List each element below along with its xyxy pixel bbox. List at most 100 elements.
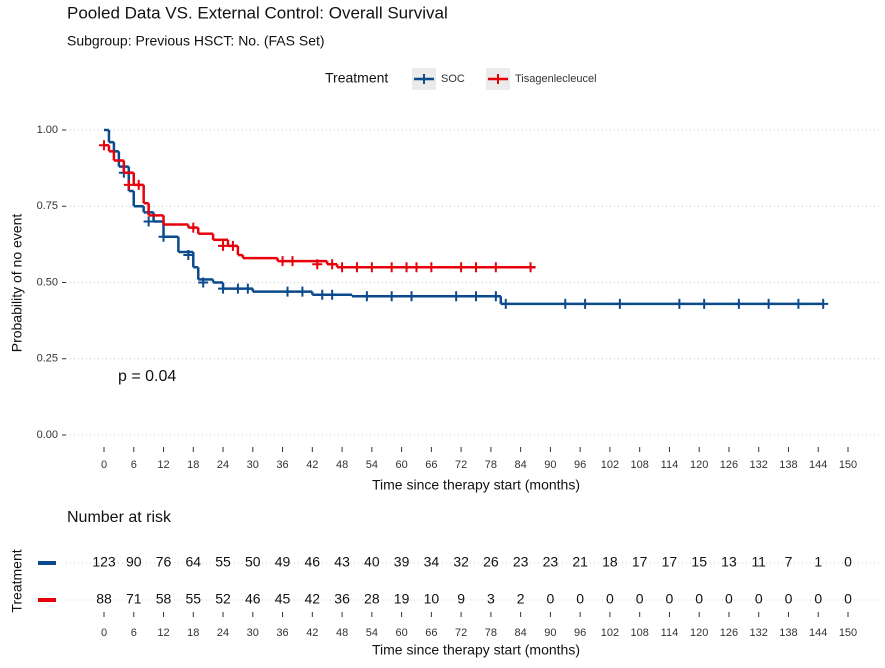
risk-count: 71 — [126, 591, 142, 607]
x-tick-label: 138 — [779, 459, 797, 471]
risk-x-tick-label: 150 — [839, 627, 857, 639]
x-tick-label: 48 — [336, 459, 348, 471]
x-tick-label: 150 — [839, 459, 857, 471]
censor-mark — [386, 291, 397, 302]
censor-mark — [143, 216, 154, 227]
y-tick-label: 0.25 — [37, 353, 58, 365]
risk-count: 46 — [305, 554, 321, 570]
risk-x-tick-label: 138 — [779, 627, 797, 639]
risk-count: 0 — [695, 591, 703, 607]
risk-count: 15 — [691, 554, 707, 570]
censor-mark — [242, 283, 253, 294]
censor-mark — [123, 179, 134, 190]
risk-count: 58 — [156, 591, 172, 607]
censor-mark — [733, 298, 744, 309]
risk-count: 50 — [245, 554, 261, 570]
risk-count: 123 — [92, 554, 116, 570]
x-tick-label: 54 — [366, 459, 378, 471]
x-tick-label: 114 — [661, 459, 679, 471]
risk-count: 40 — [364, 554, 380, 570]
risk-x-tick-label: 12 — [157, 627, 169, 639]
censor-mark — [351, 262, 362, 273]
censor-mark — [490, 262, 501, 273]
risk-count: 13 — [721, 554, 737, 570]
risk-x-tick-label: 132 — [750, 627, 768, 639]
censor-mark — [188, 222, 199, 233]
x-tick-label: 24 — [217, 459, 229, 471]
x-tick-label: 6 — [131, 459, 137, 471]
censor-mark — [218, 240, 229, 251]
x-tick-label: 144 — [809, 459, 827, 471]
legend-title: Treatment — [325, 70, 388, 86]
risk-count: 11 — [751, 554, 766, 570]
risk-count: 55 — [215, 554, 231, 570]
risk-x-tick-label: 78 — [485, 627, 497, 639]
risk-count: 0 — [755, 591, 763, 607]
x-tick-label: 84 — [515, 459, 527, 471]
risk-count: 1 — [814, 554, 822, 570]
x-tick-label: 120 — [690, 459, 708, 471]
censor-mark — [312, 259, 323, 270]
censor-mark — [227, 240, 238, 251]
risk-x-tick-label: 114 — [661, 627, 679, 639]
chart-subtitle: Subgroup: Previous HSCT: No. (FAS Set) — [67, 33, 325, 49]
censor-mark — [183, 250, 194, 261]
x-tick-label: 66 — [425, 459, 437, 471]
risk-x-tick-label: 120 — [690, 627, 708, 639]
x-tick-label: 108 — [631, 459, 649, 471]
censor-mark — [411, 262, 422, 273]
censor-mark — [674, 298, 685, 309]
risk-count: 0 — [844, 591, 852, 607]
risk-x-tick-label: 96 — [574, 627, 586, 639]
censor-mark — [386, 262, 397, 273]
censor-mark — [490, 291, 501, 302]
risk-x-tick-label: 72 — [455, 627, 467, 639]
risk-count: 7 — [785, 554, 793, 570]
censor-mark — [99, 140, 109, 151]
risk-count: 3 — [487, 591, 495, 607]
y-tick-label: 0.75 — [37, 200, 58, 212]
risk-count: 43 — [334, 554, 350, 570]
x-tick-label: 102 — [601, 459, 619, 471]
censor-mark — [158, 231, 169, 242]
risk-count: 26 — [483, 554, 499, 570]
censor-mark — [366, 262, 377, 273]
risk-x-tick-label: 108 — [631, 627, 649, 639]
risk-count: 36 — [334, 591, 350, 607]
risk-count: 0 — [606, 591, 614, 607]
risk-count: 23 — [513, 554, 529, 570]
censor-mark — [327, 289, 338, 300]
risk-count: 45 — [275, 591, 291, 607]
censor-mark — [406, 291, 417, 302]
censor-mark — [361, 291, 372, 302]
risk-x-tick-label: 30 — [247, 627, 259, 639]
x-tick-label: 60 — [395, 459, 407, 471]
x-tick-label: 126 — [720, 459, 738, 471]
risk-count: 0 — [844, 554, 852, 570]
risk-count: 0 — [547, 591, 555, 607]
risk-count: 52 — [215, 591, 231, 607]
censor-mark — [282, 286, 293, 297]
risk-table-title: Number at risk — [67, 509, 172, 526]
x-tick-label: 96 — [574, 459, 586, 471]
x-tick-label: 30 — [247, 459, 259, 471]
censor-mark — [500, 298, 511, 309]
risk-count: 17 — [632, 554, 648, 570]
risk-x-tick-label: 144 — [809, 627, 827, 639]
risk-x-tick-label: 126 — [720, 627, 738, 639]
risk-count: 0 — [814, 591, 822, 607]
risk-count: 17 — [662, 554, 678, 570]
censor-mark — [699, 298, 710, 309]
risk-table-xlabel: Time since therapy start (months) — [372, 642, 580, 658]
censor-mark — [471, 291, 481, 302]
censor-mark — [198, 277, 209, 288]
x-tick-label: 36 — [276, 459, 288, 471]
risk-x-tick-label: 24 — [217, 627, 229, 639]
risk-count: 10 — [424, 591, 440, 607]
x-tick-label: 90 — [544, 459, 556, 471]
legend-label: Tisagenlecleucel — [515, 73, 597, 85]
censor-mark — [287, 256, 298, 267]
censor-mark — [471, 262, 481, 273]
x-tick-label: 18 — [187, 459, 199, 471]
censor-mark — [763, 298, 774, 309]
